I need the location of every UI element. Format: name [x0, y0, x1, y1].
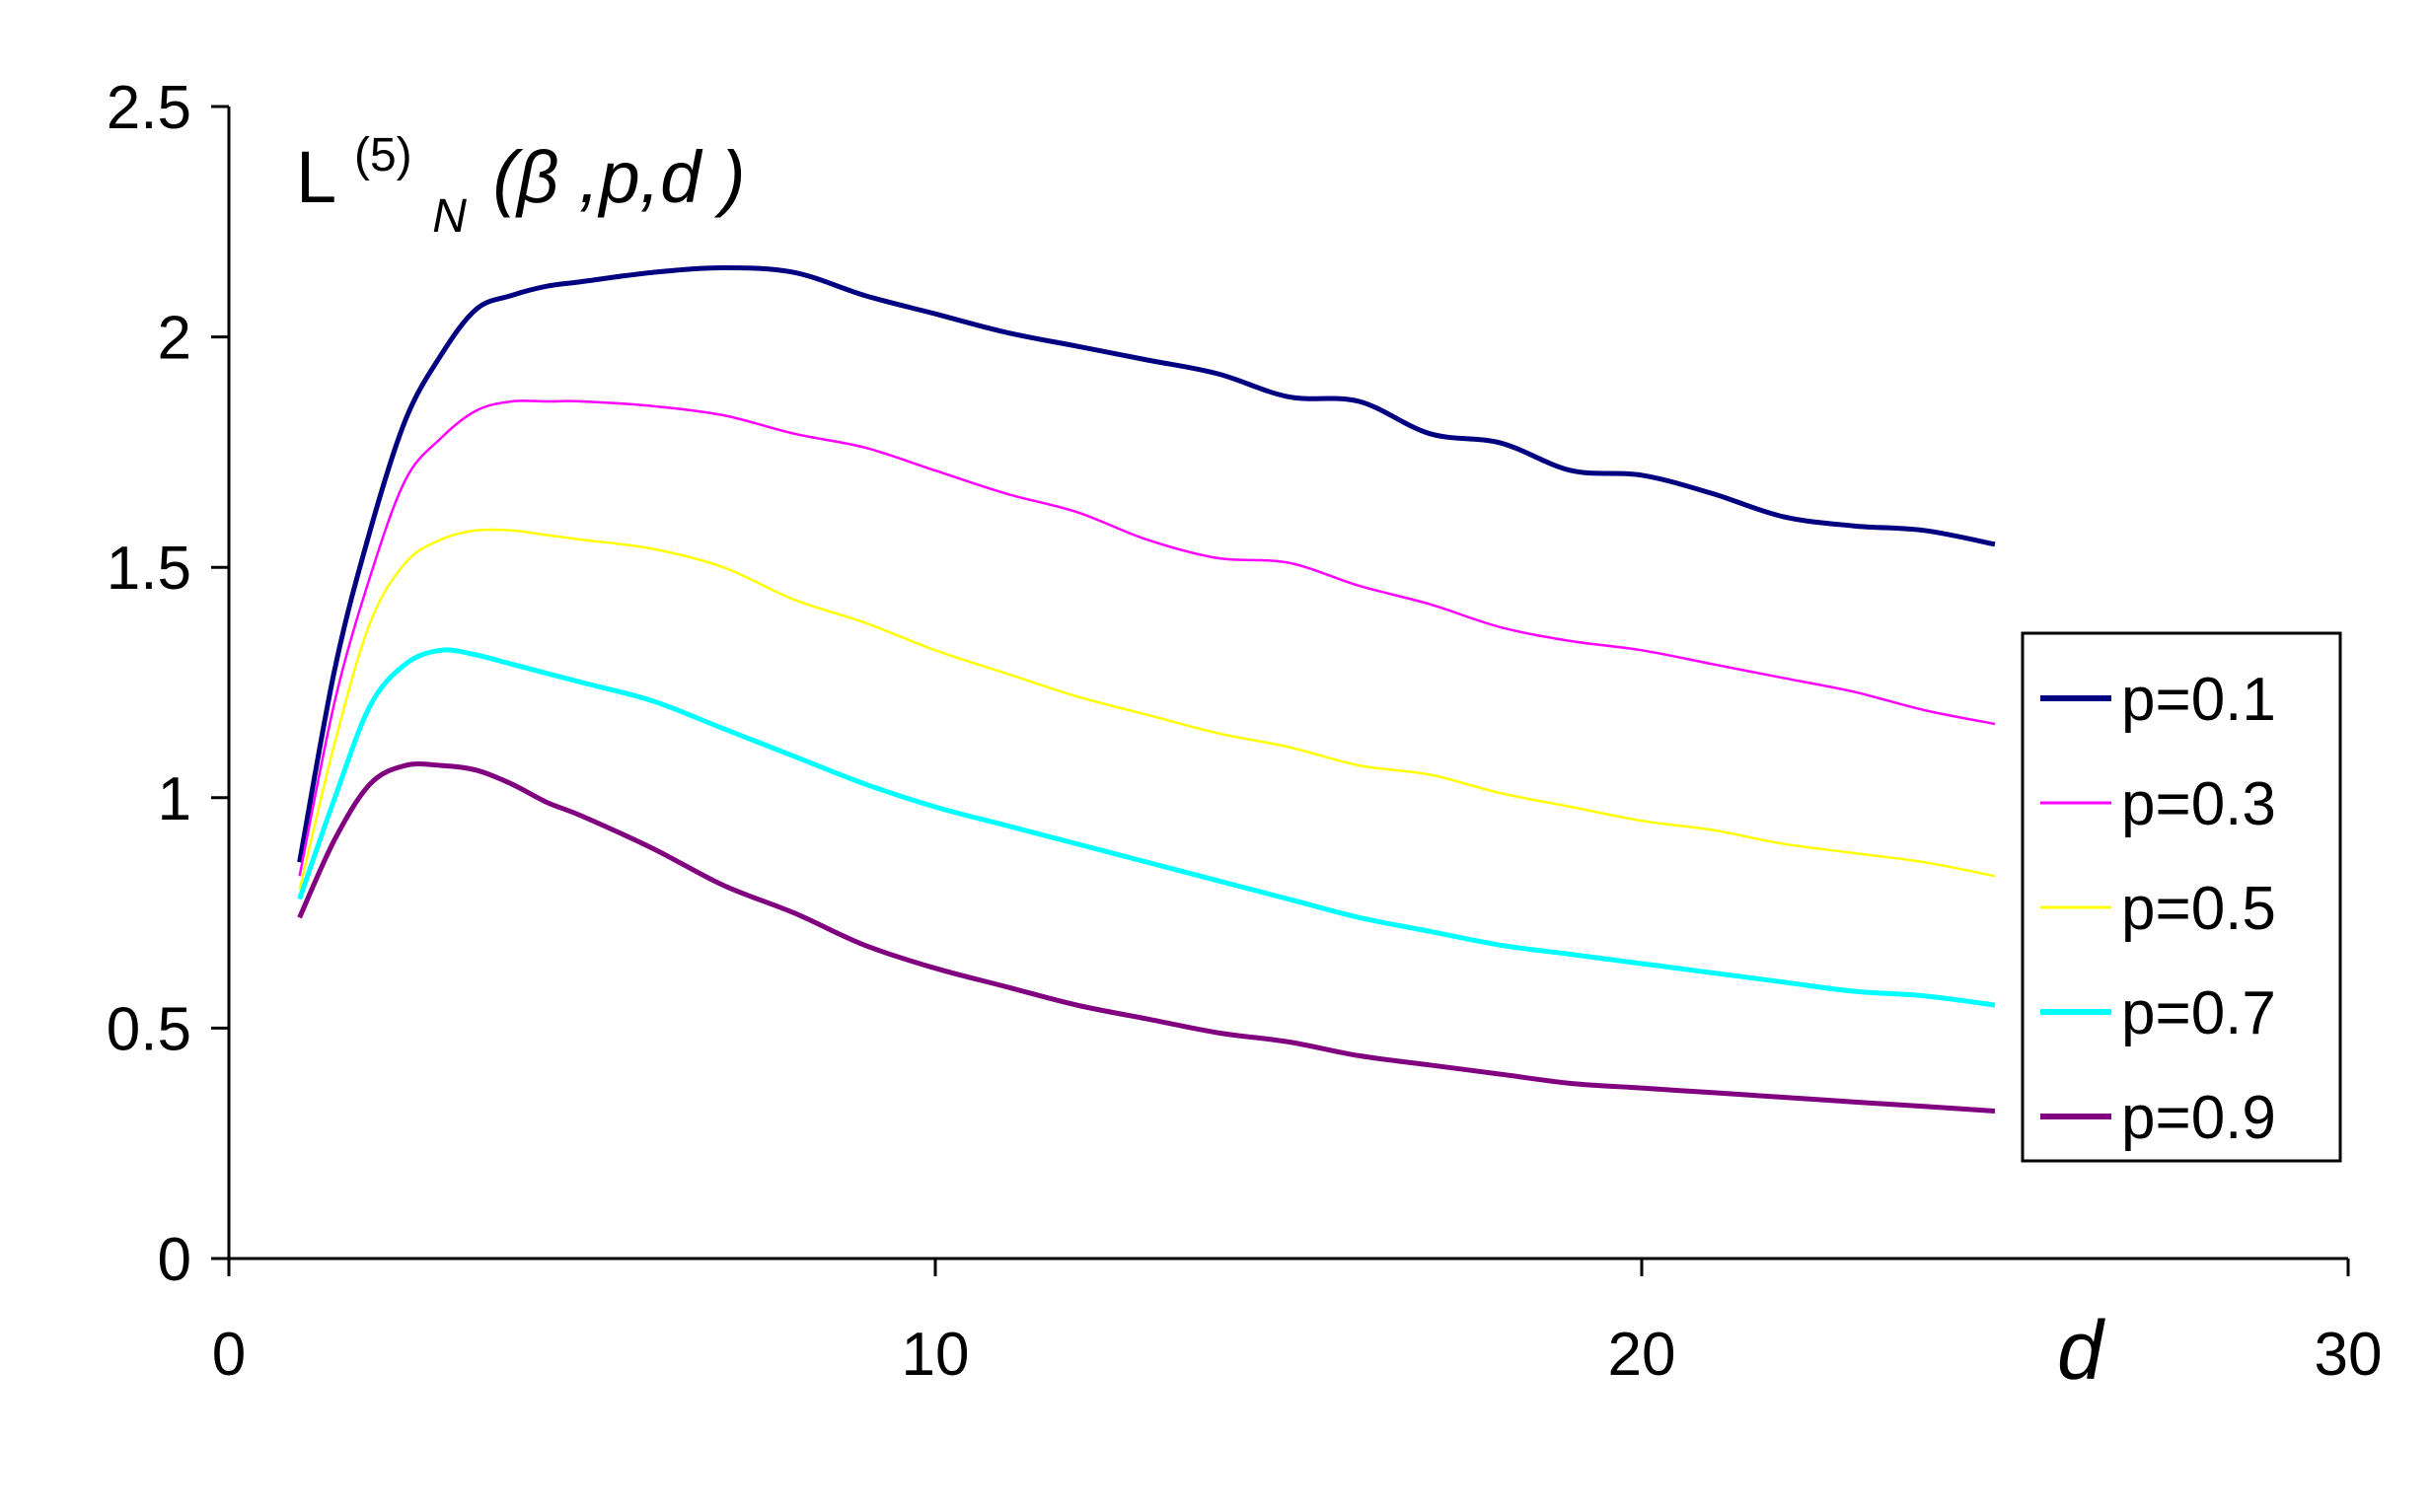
y-tick-label: 0 [158, 1226, 191, 1294]
series-lines [297, 265, 1996, 1114]
title-main: L [296, 136, 334, 218]
x-tick-label: 20 [1608, 1321, 1676, 1389]
axes [211, 105, 2350, 1276]
legend-label: p=0.3 [2121, 770, 2276, 838]
legend-label: p=0.9 [2121, 1084, 2276, 1152]
legend-box [2021, 631, 2342, 1163]
y-tick-label: 2.5 [107, 74, 191, 142]
legend: p=0.1 p=0.3 p=0.5 p=0.7 p=0.9 [2021, 631, 2342, 1163]
y-tick-label: 2 [158, 305, 191, 373]
series-line-p=0.3 [298, 399, 1996, 877]
x-tick-label: 30 [2315, 1321, 2383, 1389]
x-tick-label: 10 [902, 1321, 970, 1389]
y-tick-label: 1 [158, 765, 191, 833]
chart-title: L (5) N (β ,p,d ) [296, 105, 746, 248]
y-tick-label: 1.5 [107, 535, 191, 603]
series-line-p=0.1 [297, 265, 1996, 863]
y-tick-label: 0.5 [107, 995, 191, 1063]
legend-label: p=0.1 [2121, 666, 2276, 734]
series-line-p=0.9 [297, 761, 1996, 1114]
legend-label: p=0.7 [2121, 979, 2276, 1047]
tick-labels: 0 0.5 1 1.5 2 2.5 0 10 20 30 [107, 74, 2383, 1389]
x-axis-label: d [2057, 1304, 2105, 1397]
legend-label: p=0.5 [2121, 875, 2276, 943]
series-line-p=0.7 [297, 647, 1996, 1008]
x-tick-label: 0 [212, 1321, 246, 1389]
title-args: (β ,p,d ) [492, 136, 745, 218]
title-subscript: N [432, 190, 467, 243]
series-line-p=0.5 [298, 528, 1996, 891]
title-superscript: (5) [354, 129, 412, 181]
